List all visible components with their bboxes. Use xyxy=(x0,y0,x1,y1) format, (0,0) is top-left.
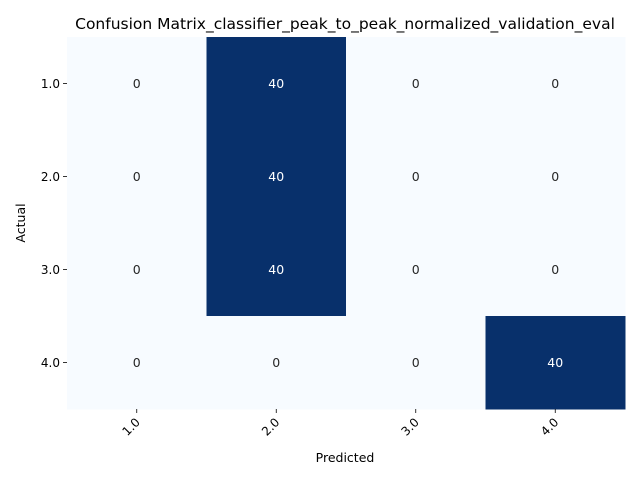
y-tick-label-1: 1.0 xyxy=(41,77,60,91)
x-tick-label-2: 2.0 xyxy=(259,415,282,438)
cell-annotation-r2-c3: 0 xyxy=(412,169,420,184)
x-tick-label-3: 3.0 xyxy=(398,415,421,438)
heatmap-cell-r3-c2 xyxy=(206,223,347,317)
cell-annotation-r3-c1: 0 xyxy=(133,262,141,277)
y-axis-label: Actual xyxy=(13,203,28,242)
cell-annotations: 0 40 0 0 0 40 0 0 0 40 0 0 0 0 0 40 xyxy=(133,76,563,370)
heatmap-cell-r2-c1 xyxy=(67,130,207,224)
heatmap-cells xyxy=(67,37,626,410)
heatmap-cell-r4-c3 xyxy=(346,316,486,410)
heatmap-cell-r3-c1 xyxy=(67,223,207,317)
heatmap-cell-r4-c1 xyxy=(67,316,207,410)
cell-annotation-r3-c2: 40 xyxy=(268,262,284,277)
heatmap-cell-r4-c2 xyxy=(206,316,347,410)
cell-annotation-r4-c1: 0 xyxy=(133,355,141,370)
x-tick-label-4: 4.0 xyxy=(538,415,561,438)
cell-annotation-r2-c2: 40 xyxy=(268,169,284,184)
cell-annotation-r1-c4: 0 xyxy=(551,76,559,91)
cell-annotation-r4-c4: 40 xyxy=(547,355,563,370)
cell-annotation-r2-c4: 0 xyxy=(551,169,559,184)
y-axis-ticks: 1.0 2.0 3.0 4.0 xyxy=(41,77,67,370)
y-tick-label-4: 4.0 xyxy=(41,356,60,370)
heatmap-cell-r2-c3 xyxy=(346,130,486,224)
heatmap-cell-r3-c4 xyxy=(485,223,626,317)
cell-annotation-r4-c2: 0 xyxy=(272,355,280,370)
heatmap-cell-r1-c2 xyxy=(206,37,347,131)
cell-annotation-r3-c4: 0 xyxy=(551,262,559,277)
cell-annotation-r3-c3: 0 xyxy=(412,262,420,277)
cell-annotation-r4-c3: 0 xyxy=(412,355,420,370)
heatmap-cell-r1-c3 xyxy=(346,37,486,131)
cell-annotation-r1-c3: 0 xyxy=(412,76,420,91)
heatmap-cell-r1-c1 xyxy=(67,37,207,131)
cell-annotation-r1-c1: 0 xyxy=(133,76,141,91)
heatmap-cell-r2-c4 xyxy=(485,130,626,224)
cell-annotation-r2-c1: 0 xyxy=(133,169,141,184)
heatmap-cell-r3-c3 xyxy=(346,223,486,317)
y-tick-label-2: 2.0 xyxy=(41,170,60,184)
heatmap-cell-r4-c4 xyxy=(485,316,626,410)
x-tick-label-1: 1.0 xyxy=(119,415,142,438)
heatmap-cell-r1-c4 xyxy=(485,37,626,131)
x-axis-label: Predicted xyxy=(316,450,375,465)
cell-annotation-r1-c2: 40 xyxy=(268,76,284,91)
x-axis-ticks: 1.0 2.0 3.0 4.0 xyxy=(119,409,561,439)
y-tick-label-3: 3.0 xyxy=(41,263,60,277)
chart-title: Confusion Matrix_classifier_peak_to_peak… xyxy=(75,15,615,34)
heatmap-cell-r2-c2 xyxy=(206,130,347,224)
